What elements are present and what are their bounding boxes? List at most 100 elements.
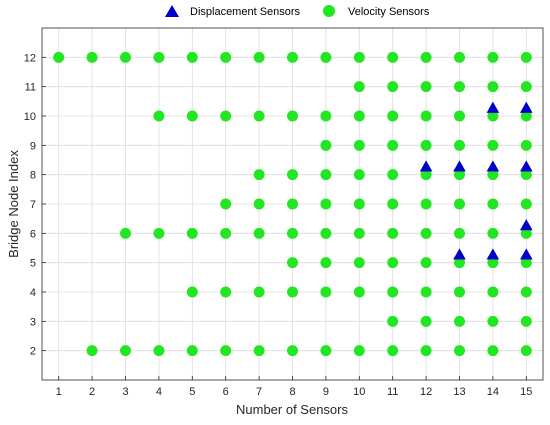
velocity-sensor-point <box>454 139 465 151</box>
displacement-sensor-point <box>486 248 500 260</box>
velocity-sensor-point <box>186 227 198 239</box>
x-tick-label: 1 <box>56 386 62 398</box>
velocity-sensor-point <box>287 169 298 181</box>
velocity-sensor-point <box>487 257 499 269</box>
velocity-sensor-point <box>353 227 365 239</box>
velocity-sensor-point <box>53 51 65 63</box>
velocity-sensor-point <box>186 110 198 122</box>
velocity-sensor-point <box>454 315 465 327</box>
velocity-sensor-point <box>454 257 465 269</box>
y-tick-label: 11 <box>25 82 36 94</box>
velocity-sensor-point <box>520 169 532 181</box>
y-tick-label: 6 <box>30 228 36 240</box>
displacement-sensor-point <box>520 248 533 260</box>
velocity-sensor-point <box>420 110 432 122</box>
y-axis: 2 3 4 5 6 7 8 9 10 11 12 <box>24 52 46 358</box>
x-tick-label: 15 <box>520 386 532 398</box>
velocity-sensor-point <box>287 227 298 239</box>
velocity-sensor-point <box>120 227 131 239</box>
velocity-sensor-point <box>487 51 499 63</box>
velocity-sensor-point <box>387 345 399 357</box>
velocity-sensor-point <box>253 227 265 239</box>
velocity-sensor-point <box>287 51 298 63</box>
velocity-sensor-point <box>454 110 465 122</box>
velocity-sensor-point <box>420 286 432 298</box>
velocity-sensor-point <box>353 139 365 151</box>
displacement-sensor-point <box>419 160 433 172</box>
velocity-sensor-point <box>120 345 131 357</box>
velocity-sensor-point <box>520 345 532 357</box>
velocity-sensor-point <box>320 51 332 63</box>
x-tick-label: 9 <box>323 386 329 398</box>
x-tick-label: 12 <box>420 386 432 398</box>
x-tick-label: 14 <box>487 386 499 398</box>
y-tick-label: 4 <box>30 287 36 299</box>
velocity-sensor-point <box>353 198 365 210</box>
velocity-sensor-point <box>487 227 499 239</box>
velocity-sensor-point <box>520 110 532 122</box>
velocity-sensor-point <box>487 139 499 151</box>
y-tick-label: 5 <box>30 258 36 270</box>
velocity-sensor-point <box>520 315 532 327</box>
x-tick-label: 4 <box>156 386 162 398</box>
x-tick-label: 3 <box>122 386 128 398</box>
velocity-sensor-point <box>353 51 365 63</box>
displacement-sensor-point <box>453 248 466 260</box>
velocity-sensor-point <box>420 198 432 210</box>
velocity-sensor-point <box>520 139 532 151</box>
velocity-sensor-point <box>186 51 198 63</box>
velocity-sensor-point <box>220 286 232 298</box>
velocity-sensor-point <box>520 257 532 269</box>
velocity-sensor-point <box>353 345 365 357</box>
velocity-sensor-point <box>520 286 532 298</box>
y-tick-label: 10 <box>24 111 36 123</box>
velocity-sensor-point <box>487 315 499 327</box>
velocity-sensor-point <box>320 169 332 181</box>
data-points <box>53 51 533 357</box>
velocity-sensor-point <box>387 198 399 210</box>
velocity-sensor-point <box>220 345 232 357</box>
displacement-sensor-point <box>453 160 466 172</box>
y-tick-label: 12 <box>24 52 36 64</box>
velocity-sensor-point <box>454 169 465 181</box>
velocity-sensor-point <box>287 286 298 298</box>
velocity-sensor-point <box>387 169 399 181</box>
velocity-sensor-point <box>153 227 165 239</box>
displacement-sensor-point <box>520 160 533 172</box>
legend-marker-velocity <box>323 5 335 17</box>
velocity-sensor-point <box>153 345 165 357</box>
y-tick-label: 9 <box>30 140 36 152</box>
x-axis-label: Number of Sensors <box>236 402 348 417</box>
velocity-sensor-point <box>220 227 232 239</box>
velocity-sensor-point <box>454 51 465 63</box>
velocity-sensor-point <box>253 110 265 122</box>
legend-marker-displacement <box>165 5 179 17</box>
velocity-sensor-point <box>520 81 532 93</box>
velocity-sensor-point <box>520 198 532 210</box>
velocity-sensor-point <box>320 227 332 239</box>
x-tick-label: 2 <box>89 386 95 398</box>
velocity-sensor-point <box>86 345 98 357</box>
velocity-sensor-point <box>387 286 399 298</box>
velocity-sensor-point <box>420 315 432 327</box>
velocity-sensor-point <box>186 286 198 298</box>
legend-label-displacement: Displacement Sensors <box>190 6 301 18</box>
velocity-sensor-point <box>353 286 365 298</box>
velocity-sensor-point <box>487 198 499 210</box>
x-tick-label: 5 <box>189 386 195 398</box>
velocity-sensor-point <box>520 51 532 63</box>
velocity-sensor-point <box>454 81 465 93</box>
velocity-sensor-point <box>287 345 298 357</box>
velocity-sensor-point <box>387 257 399 269</box>
velocity-sensor-point <box>320 257 332 269</box>
velocity-sensor-point <box>387 227 399 239</box>
velocity-sensor-point <box>220 51 232 63</box>
velocity-sensor-point <box>420 81 432 93</box>
velocity-sensor-point <box>253 345 265 357</box>
y-tick-label: 8 <box>30 170 36 182</box>
velocity-sensor-point <box>153 110 165 122</box>
velocity-sensor-point <box>320 110 332 122</box>
velocity-sensor-point <box>454 227 465 239</box>
displacement-sensor-point <box>486 101 500 113</box>
velocity-sensor-point <box>253 286 265 298</box>
